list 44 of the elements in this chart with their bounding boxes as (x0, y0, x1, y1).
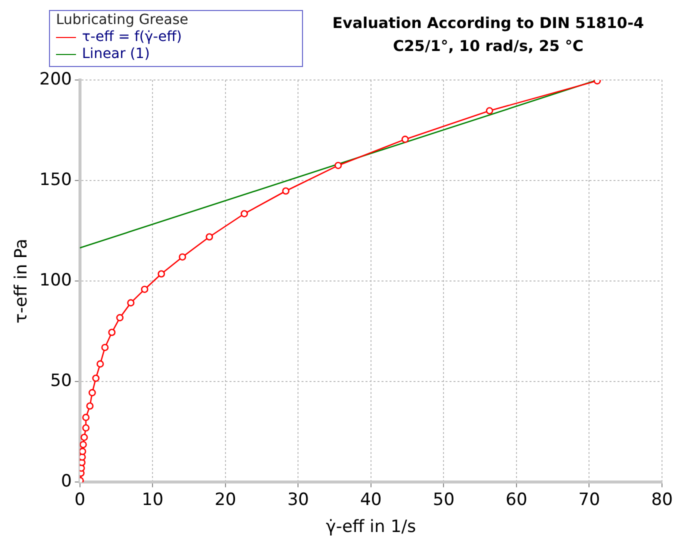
point (80, 453, 86, 461)
point (486, 107, 494, 114)
point (140, 286, 148, 293)
chart-subtitle: C25/1°, 10 rad/s, 25 °C (392, 36, 584, 57)
legend-label: Linear (1) (82, 46, 150, 62)
x-tick-label: 60 (506, 490, 528, 510)
x-tick-label: 0 (74, 490, 86, 510)
chart-title: Evaluation According to DIN 51810-4 (332, 13, 644, 34)
x-tick-label: 30 (287, 490, 309, 510)
point (88, 389, 96, 396)
point (158, 270, 165, 278)
point (86, 402, 94, 410)
point (282, 187, 290, 195)
x-tick-label: 20 (214, 490, 236, 510)
point (178, 253, 186, 261)
legend-label: τ-eff = f(γ̇-eff) (82, 29, 182, 45)
point (82, 424, 90, 432)
point (401, 136, 409, 143)
x-tick-label: 70 (578, 490, 600, 510)
legend-title: Lubricating Grease (56, 12, 190, 29)
point (108, 328, 116, 336)
point (92, 374, 100, 382)
y-tick-label: 0 (61, 472, 72, 492)
point (127, 299, 134, 306)
point (101, 344, 109, 352)
point (80, 440, 87, 448)
x-tick-label: 10 (142, 490, 164, 510)
y-tick-label: 200 (39, 69, 72, 90)
y-tick-label: 50 (50, 371, 72, 392)
y-tick-label: 150 (39, 170, 72, 190)
y-axis-title: τ-eff in Pa (12, 238, 32, 324)
point (80, 448, 86, 456)
x-tick-label: 40 (360, 490, 382, 510)
point (240, 210, 248, 218)
point (116, 314, 124, 322)
x-tick-label: 50 (432, 490, 455, 510)
point (82, 414, 90, 422)
point (96, 360, 104, 368)
point (80, 434, 88, 442)
y-tick-label: 100 (39, 270, 72, 291)
x-axis-title: γ̇-eff in 1/s (326, 517, 416, 538)
x-tick-label: 80 (651, 490, 673, 510)
point (206, 233, 214, 241)
point (334, 162, 342, 170)
